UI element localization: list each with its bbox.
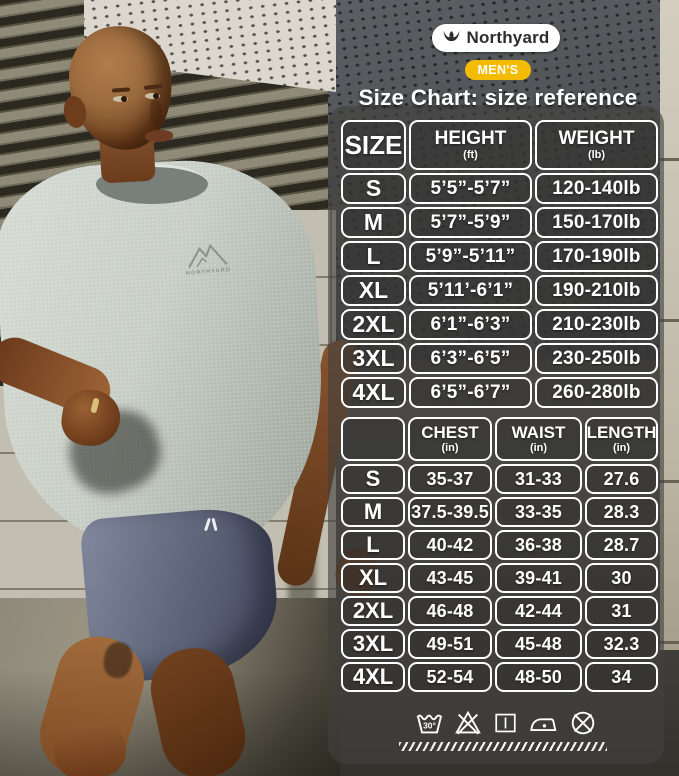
weight-cell: 120-140lb xyxy=(535,173,658,204)
drip-dry-icon xyxy=(494,713,516,733)
height-cell: 6’5”-6’7” xyxy=(409,377,532,408)
size-cell: M xyxy=(341,207,406,238)
chest-cell: 46-48 xyxy=(408,596,492,626)
length-cell: 34 xyxy=(585,662,658,692)
chest-cell: 52-54 xyxy=(408,662,492,692)
runner-lips xyxy=(144,129,174,143)
size-cell: 4XL xyxy=(341,377,406,408)
do-not-dry-clean-icon xyxy=(571,711,595,735)
waist-cell: 31-33 xyxy=(495,464,582,494)
chest-cell: 43-45 xyxy=(408,563,492,593)
do-not-bleach-icon xyxy=(455,710,482,735)
size-cell: XL xyxy=(341,275,406,306)
waist-cell: 39-41 xyxy=(495,563,582,593)
waist-cell: 42-44 xyxy=(495,596,582,626)
concrete-edge-strip xyxy=(660,0,679,650)
header-cell-empty xyxy=(341,417,405,461)
header-cell-weight: WEIGHT (lb) xyxy=(535,120,658,170)
height-weight-table: SIZE HEIGHT (ft) WEIGHT (lb) S 5’5”-5’7” 1… xyxy=(341,120,658,408)
mortar-lines xyxy=(660,0,679,650)
length-cell: 28.3 xyxy=(585,497,658,527)
size-cell: 4XL xyxy=(341,662,405,692)
size-cell: L xyxy=(341,241,406,272)
header-cell-chest: CHEST (in) xyxy=(408,417,492,461)
size-cell: 2XL xyxy=(341,309,406,340)
length-cell: 31 xyxy=(585,596,658,626)
brand-pill: Northyard xyxy=(432,24,560,52)
header-cell-length: LENGTH (in) xyxy=(585,417,658,461)
size-cell: XL xyxy=(341,563,405,593)
wash-temp-label: 30° xyxy=(423,721,436,731)
size-cell: L xyxy=(341,530,405,560)
brand-name: Northyard xyxy=(466,28,550,47)
chest-cell: 35-37 xyxy=(408,464,492,494)
waist-cell: 33-35 xyxy=(495,497,582,527)
height-cell: 5’11’-6’1” xyxy=(409,275,532,306)
shirt-chest-logo: NORTHYARD xyxy=(176,239,240,292)
size-cell: S xyxy=(341,464,405,494)
machine-wash-30-icon: 30° xyxy=(416,714,443,734)
weight-cell: 260-280lb xyxy=(535,377,658,408)
height-cell: 5’5”-5’7” xyxy=(409,173,532,204)
chest-cell: 40-42 xyxy=(408,530,492,560)
northyard-horns-icon xyxy=(444,30,460,42)
header-cell-height: HEIGHT (ft) xyxy=(409,120,532,170)
runner-pupil xyxy=(153,93,159,99)
chest-cell: 37.5-39.5 xyxy=(408,497,492,527)
weight-cell: 210-230lb xyxy=(535,309,658,340)
length-cell: 32.3 xyxy=(585,629,658,659)
runner-eye xyxy=(145,93,160,99)
size-cell: 3XL xyxy=(341,343,406,374)
runner-eye xyxy=(113,96,128,102)
hatch-divider xyxy=(399,742,607,751)
iron-icon xyxy=(530,718,557,731)
weight-cell: 190-210lb xyxy=(535,275,658,306)
waist-cell: 36-38 xyxy=(495,530,582,560)
body-measurements-table: CHEST (in) WAIST (in) LENGTH (in) S 35-37 3… xyxy=(341,417,658,692)
height-cell: 6’3”-6’5” xyxy=(409,343,532,374)
length-cell: 30 xyxy=(585,563,658,593)
weight-cell: 170-190lb xyxy=(535,241,658,272)
header-cell-size: SIZE xyxy=(341,120,406,170)
mountain-logo-icon xyxy=(188,243,228,269)
size-cell: M xyxy=(341,497,405,527)
height-cell: 6’1”-6’3” xyxy=(409,309,532,340)
length-cell: 28.7 xyxy=(585,530,658,560)
weight-cell: 230-250lb xyxy=(535,343,658,374)
runner-pupil xyxy=(121,96,127,102)
size-cell: 3XL xyxy=(341,629,405,659)
weight-cell: 150-170lb xyxy=(535,207,658,238)
page-title: Size Chart: size reference xyxy=(358,85,638,110)
size-cell: S xyxy=(341,173,406,204)
waist-cell: 48-50 xyxy=(495,662,582,692)
mens-badge: MEN'S xyxy=(465,60,531,80)
chest-cell: 49-51 xyxy=(408,629,492,659)
height-cell: 5’7”-5’9” xyxy=(409,207,532,238)
header-cell-waist: WAIST (in) xyxy=(495,417,582,461)
size-cell: 2XL xyxy=(341,596,405,626)
waist-cell: 45-48 xyxy=(495,629,582,659)
length-cell: 27.6 xyxy=(585,464,658,494)
care-instructions: 30° xyxy=(414,707,598,739)
height-cell: 5’9”-5’11” xyxy=(409,241,532,272)
